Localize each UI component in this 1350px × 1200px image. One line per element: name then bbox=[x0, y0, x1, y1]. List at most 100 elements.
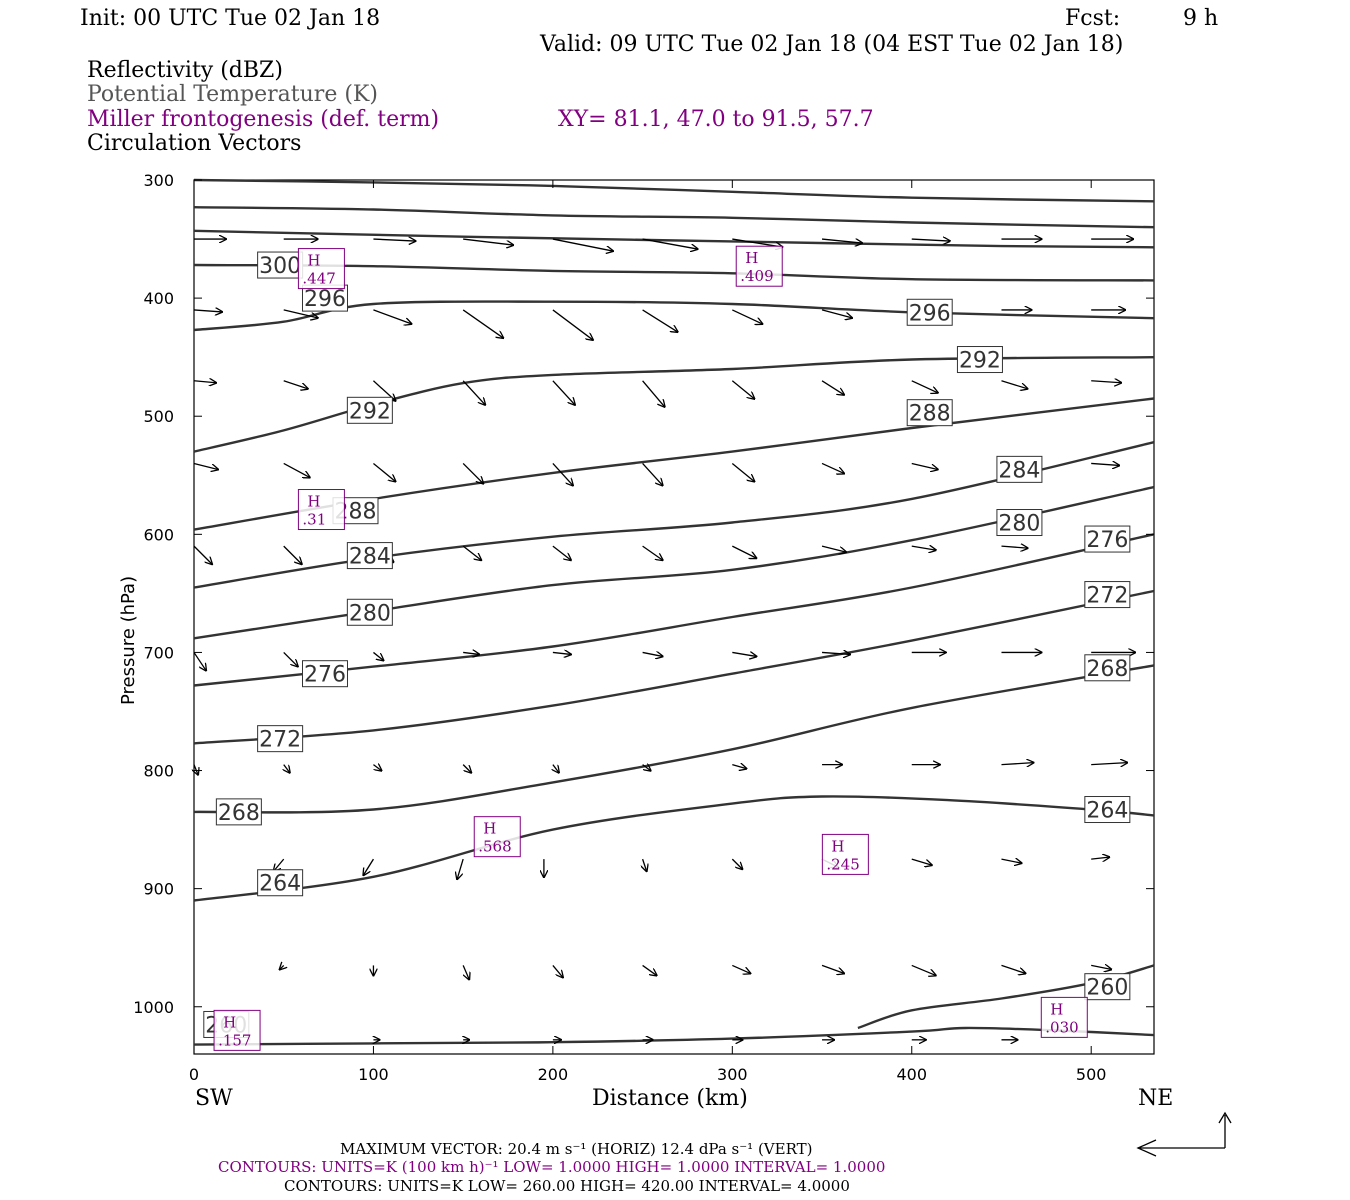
circulation-vector bbox=[552, 309, 593, 340]
circulation-vectors bbox=[194, 239, 1135, 1040]
frontogenesis-high-letter: H bbox=[307, 252, 320, 270]
init-time: Init: 00 UTC Tue 02 Jan 18 bbox=[80, 6, 380, 31]
theta-label-280-box bbox=[346, 598, 393, 626]
contours-frontogenesis-info: CONTOURS: UNITS=K (100 km h)⁻¹ LOW= 1.00… bbox=[218, 1158, 885, 1176]
circulation-vector bbox=[553, 764, 559, 773]
x-tick-label: 500 bbox=[1076, 1065, 1107, 1084]
circulation-vector bbox=[911, 462, 938, 469]
theta-contour-unlabeled bbox=[193, 263, 1155, 282]
circulation-vector bbox=[462, 764, 471, 773]
frontogenesis-high-box bbox=[821, 833, 869, 875]
circulation-vector bbox=[463, 238, 513, 245]
circulation-vector bbox=[280, 965, 284, 969]
frontogenesis-high-value: .157 bbox=[218, 1031, 251, 1049]
reference-vector-icon bbox=[1136, 1111, 1232, 1157]
circulation-vector bbox=[732, 964, 750, 973]
frontogenesis-high-box bbox=[1040, 996, 1088, 1038]
circulation-vector bbox=[193, 462, 218, 469]
theta-contour-292 bbox=[193, 356, 1155, 453]
circulation-vector bbox=[642, 380, 665, 407]
xy-endpoints: XY= 81.1, 47.0 to 91.5, 57.7 bbox=[558, 107, 874, 132]
x-axis-right-label: NE bbox=[1138, 1086, 1173, 1111]
y-tick-label: 800 bbox=[143, 762, 174, 781]
frontogenesis-high-value: .568 bbox=[478, 838, 511, 856]
circulation-vector bbox=[1001, 763, 1033, 765]
theta-label-264-box bbox=[257, 869, 304, 897]
theta-label-260-box bbox=[1084, 973, 1131, 1001]
circulation-vector bbox=[1091, 763, 1127, 765]
frontogenesis-high-box bbox=[297, 248, 345, 290]
theta-label-296-box bbox=[301, 284, 348, 312]
frontogenesis-high-box bbox=[213, 1009, 261, 1051]
circulation-vector bbox=[552, 463, 573, 485]
circulation-vector bbox=[1091, 857, 1109, 859]
theta-label-264-box bbox=[1084, 796, 1131, 824]
circulation-vector bbox=[821, 462, 844, 473]
theta-label-292: 292 bbox=[959, 349, 1001, 374]
circulation-vector bbox=[911, 546, 936, 550]
circulation-vector bbox=[373, 462, 395, 481]
maximum-vector-info: MAXIMUM VECTOR: 20.4 m s⁻¹ (HORIZ) 12.4 … bbox=[340, 1140, 812, 1158]
circulation-vector bbox=[283, 309, 318, 318]
forecast-hour: 9 h bbox=[1183, 6, 1218, 31]
theta-label-264: 264 bbox=[1086, 799, 1128, 824]
circulation-vector bbox=[821, 380, 844, 395]
circulation-vector bbox=[1001, 859, 1021, 863]
theta-label-268-box bbox=[1084, 654, 1131, 682]
circulation-vector bbox=[642, 463, 663, 485]
frontogenesis-high-letter: H bbox=[1050, 1000, 1063, 1018]
theta-label-276: 276 bbox=[1086, 528, 1128, 553]
field-frontogenesis: Miller frontogenesis (def. term) bbox=[87, 107, 439, 132]
circulation-vector bbox=[732, 765, 746, 769]
theta-label-300-box bbox=[257, 251, 304, 279]
circulation-vector bbox=[1091, 381, 1121, 383]
circulation-vector bbox=[462, 309, 503, 338]
circulation-vector bbox=[373, 239, 415, 241]
theta-label-280-box bbox=[996, 509, 1043, 537]
theta-contour-264 bbox=[193, 795, 1155, 902]
frontogenesis-high-value: .030 bbox=[1045, 1018, 1078, 1036]
y-tick-label: 500 bbox=[143, 407, 174, 426]
x-tick-label: 400 bbox=[896, 1065, 927, 1084]
theta-label-264: 264 bbox=[259, 872, 301, 897]
circulation-vector bbox=[1001, 964, 1025, 973]
y-tick-label: 600 bbox=[143, 525, 174, 544]
circulation-vector bbox=[821, 964, 844, 973]
theta-label-292-box bbox=[956, 346, 1003, 374]
theta-label-284-box bbox=[996, 455, 1043, 483]
axis-ticks: 0 100 200 300 400 500 300 400 500 600 700 800 900 100… bbox=[133, 171, 1154, 1084]
theta-label-288: 288 bbox=[909, 402, 951, 427]
circulation-vector bbox=[284, 764, 290, 773]
circulation-vector bbox=[732, 545, 756, 558]
field-circulation-vectors: Circulation Vectors bbox=[87, 131, 301, 156]
theta-contour-300 bbox=[193, 178, 1155, 203]
theta-label-292: 292 bbox=[349, 399, 391, 424]
x-axis-left-label: SW bbox=[195, 1086, 233, 1111]
x-tick-label: 100 bbox=[358, 1065, 389, 1084]
theta-label-272-box bbox=[1084, 581, 1131, 609]
circulation-vector bbox=[283, 651, 298, 666]
y-tick-label: 900 bbox=[143, 880, 174, 899]
circulation-vector bbox=[642, 765, 651, 771]
theta-label-296-box bbox=[906, 298, 953, 326]
contours-theta-info: CONTOURS: UNITS=K LOW= 260.00 HIGH= 420.… bbox=[284, 1177, 850, 1195]
circulation-vector bbox=[1001, 380, 1027, 389]
circulation-vector bbox=[732, 652, 756, 656]
circulation-vector bbox=[193, 381, 216, 383]
circulation-vector bbox=[552, 965, 563, 977]
circulation-vector bbox=[731, 380, 754, 399]
circulation-vector bbox=[274, 858, 285, 871]
theta-label-280: 280 bbox=[998, 512, 1040, 537]
theta-label-284: 284 bbox=[349, 545, 391, 570]
theta-label-284-box bbox=[346, 542, 393, 570]
theta-label-280: 280 bbox=[349, 601, 391, 626]
circulation-vector bbox=[363, 858, 374, 875]
circulation-vector bbox=[821, 309, 852, 318]
forecast-label: Fcst: bbox=[1065, 6, 1120, 31]
theta-label-272: 272 bbox=[259, 728, 301, 753]
circulation-vector bbox=[642, 545, 663, 560]
circulation-vector bbox=[911, 239, 950, 241]
circulation-vector bbox=[462, 380, 485, 405]
y-tick-label: 700 bbox=[143, 643, 174, 662]
